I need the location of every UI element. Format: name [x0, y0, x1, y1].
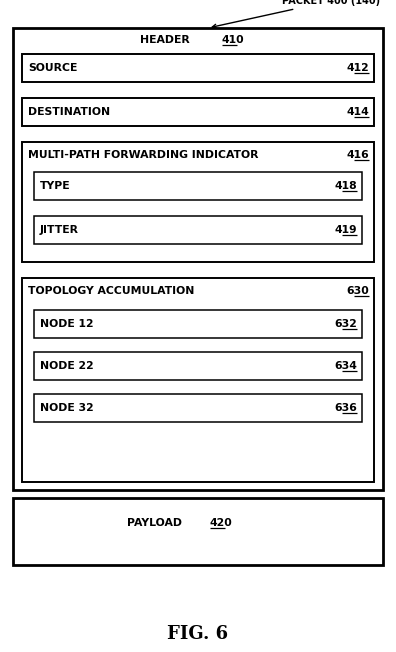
Text: 636: 636 — [334, 403, 357, 413]
Text: HEADER: HEADER — [140, 35, 190, 45]
Text: 634: 634 — [334, 361, 357, 371]
Text: 630: 630 — [346, 286, 369, 296]
Text: TYPE: TYPE — [40, 181, 70, 191]
Text: 412: 412 — [346, 63, 369, 73]
Bar — [34, 172, 362, 200]
Text: NODE 12: NODE 12 — [40, 319, 93, 329]
Text: PAYLOAD: PAYLOAD — [128, 518, 183, 529]
Bar — [34, 310, 362, 338]
Text: 632: 632 — [334, 319, 357, 329]
Text: 418: 418 — [334, 181, 357, 191]
Bar — [22, 278, 374, 482]
Text: TOPOLOGY ACCUMULATION: TOPOLOGY ACCUMULATION — [28, 286, 194, 296]
Text: JITTER: JITTER — [40, 225, 79, 235]
Bar — [13, 28, 383, 490]
Bar — [13, 498, 383, 565]
Bar — [22, 54, 374, 82]
Text: NODE 22: NODE 22 — [40, 361, 94, 371]
Text: MULTI-PATH FORWARDING INDICATOR: MULTI-PATH FORWARDING INDICATOR — [28, 150, 259, 160]
Text: 414: 414 — [346, 107, 369, 117]
Bar — [34, 216, 362, 244]
Text: SOURCE: SOURCE — [28, 63, 77, 73]
Bar — [34, 394, 362, 422]
Bar — [22, 98, 374, 126]
Text: 410: 410 — [222, 35, 245, 45]
Text: DESTINATION: DESTINATION — [28, 107, 110, 117]
Bar — [34, 352, 362, 380]
Text: 420: 420 — [210, 518, 233, 529]
Bar — [22, 142, 374, 262]
Text: FIG. 6: FIG. 6 — [168, 625, 228, 643]
Text: PACKET 400 (140): PACKET 400 (140) — [212, 0, 380, 28]
Text: 416: 416 — [346, 150, 369, 160]
Text: 419: 419 — [334, 225, 357, 235]
Text: NODE 32: NODE 32 — [40, 403, 94, 413]
